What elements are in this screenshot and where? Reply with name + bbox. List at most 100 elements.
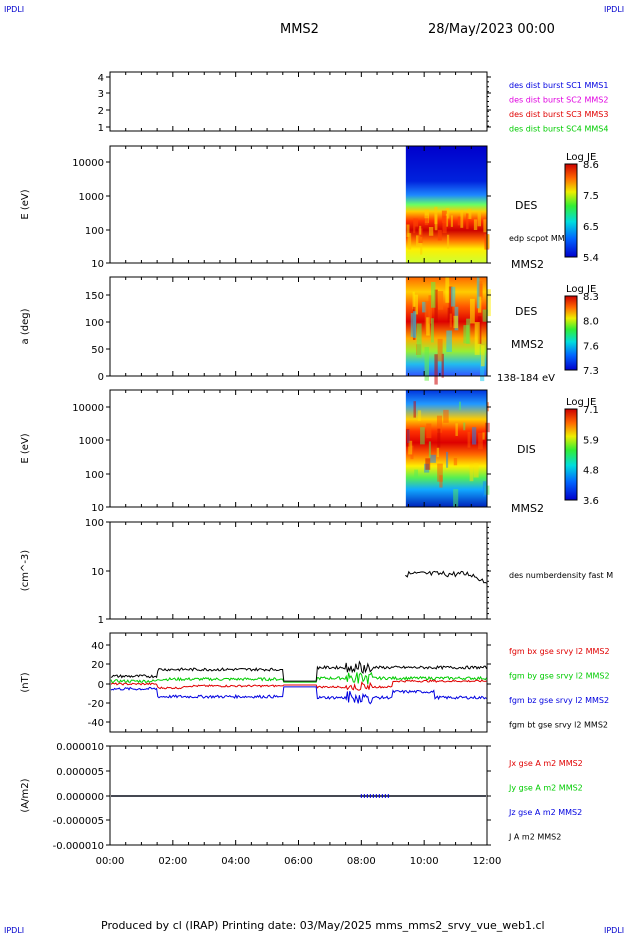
bt-line — [110, 660, 488, 682]
colorbar-title: Log JE — [566, 397, 596, 408]
spectrogram-texture — [458, 401, 461, 411]
by-line — [110, 671, 488, 685]
spectrogram-texture — [436, 447, 440, 458]
colorbar-tick-label: 4.8 — [583, 466, 599, 477]
panels.des_pitch-y-tick-label: 0 — [98, 372, 104, 383]
spectrogram-texture — [480, 345, 485, 367]
spectrogram-texture — [437, 229, 442, 241]
current-series-label: Jx gse A m2 MMS2 — [508, 759, 583, 768]
spectrogram-texture — [414, 218, 419, 227]
spectrogram-texture — [405, 428, 410, 447]
panels.bfield-y-tick-label: 20 — [91, 660, 104, 671]
dis-energy-spectrogram — [405, 390, 487, 507]
spectrogram-texture — [478, 432, 483, 450]
burst-series-label: des dist burst SC4 MMS4 — [509, 125, 608, 134]
spectrogram-texture — [453, 489, 459, 508]
spectrogram-texture — [445, 208, 450, 219]
bz-line — [110, 686, 487, 705]
panels.current-y-tick-label: -0.000010 — [53, 841, 104, 852]
panels.burst-y-tick-label: 3 — [98, 89, 104, 100]
spectrogram-texture — [478, 283, 483, 298]
spectrogram-texture — [430, 454, 436, 463]
spectrogram-texture — [414, 294, 418, 315]
spectrogram-texture — [422, 301, 427, 313]
corner-label-top-right: IPDLI — [604, 5, 625, 14]
spectrogram-texture — [466, 213, 469, 230]
panels.des_energy-y-tick-label: 1000 — [79, 192, 104, 203]
colorbar — [564, 408, 578, 501]
panels.current-y-tick-label: -0.000005 — [53, 816, 104, 827]
panels.des_energy-y-tick-label: 100 — [85, 226, 104, 237]
spectrogram-texture — [447, 307, 450, 323]
current-series-label: Jz gse A m2 MMS2 — [508, 808, 582, 817]
spectrogram-texture — [428, 227, 434, 236]
spectrogram-texture — [412, 291, 415, 310]
panels.dis_energy-y-tick-label: 100 — [85, 470, 104, 481]
burst-series-label: des dist burst SC3 MMS3 — [509, 110, 608, 119]
spacecraft-title: MMS2 — [280, 22, 319, 37]
spectrogram-texture — [437, 463, 443, 482]
spectrogram-texture — [457, 216, 461, 226]
spectrogram-texture — [482, 432, 485, 440]
date-title: 28/May/2023 00:00 — [428, 22, 555, 37]
panels.current-y-tick-label: 0.000010 — [56, 742, 104, 753]
panels.des_energy-y-tick-label: 10000 — [72, 158, 104, 169]
spectrogram-texture — [420, 427, 425, 445]
bfield-series-label: fgm bz gse srvy l2 MMS2 — [509, 696, 609, 705]
spectrogram-texture — [471, 427, 477, 445]
spectrogram-texture — [480, 355, 485, 382]
spectrogram-texture — [424, 209, 429, 219]
spectrogram-texture — [450, 215, 453, 227]
spectrogram-texture — [428, 441, 431, 458]
spectrogram-texture — [424, 347, 430, 381]
spectrogram-texture — [482, 481, 487, 497]
dis-sc-label: MMS2 — [511, 502, 544, 515]
spectrogram-texture — [413, 218, 416, 234]
spectrogram-texture — [437, 428, 441, 448]
y-axis-label: (cm^-3) — [20, 550, 31, 591]
burst-panel-frame — [109, 71, 488, 132]
y-axis-label: E (eV) — [20, 433, 31, 463]
spectrogram-texture — [453, 315, 459, 329]
spectrogram-texture — [453, 458, 458, 466]
colorbar — [564, 163, 578, 258]
y-axis-label: a (deg) — [20, 308, 31, 344]
colorbar-tick-label: 7.1 — [583, 405, 599, 416]
panels.des_pitch-y-tick-label: 100 — [85, 318, 104, 329]
spectrogram-texture — [416, 323, 422, 358]
spectrogram-texture — [430, 318, 434, 343]
dis-label: DIS — [517, 443, 536, 456]
spectrogram-texture — [486, 234, 490, 249]
corner-label-bottom-left: IPDLI — [4, 926, 25, 935]
colorbar-tick-label: 8.6 — [583, 160, 599, 171]
panels.current-y-tick-label: 0.000005 — [56, 767, 104, 778]
spectrogram-texture — [413, 401, 417, 418]
spectrogram-texture — [445, 451, 449, 468]
spectrogram-texture — [467, 431, 471, 448]
colorbar-tick-label: 6.5 — [583, 222, 599, 233]
panels.bfield-y-tick-label: 0 — [98, 680, 104, 691]
spectrogram-texture — [413, 311, 417, 338]
spectrogram-texture — [426, 423, 432, 439]
spectrogram-texture — [419, 225, 422, 235]
spectrogram-texture — [469, 298, 475, 324]
colorbar-title: Log JE — [566, 284, 596, 295]
bfield-series-label: fgm bx gse srvy l2 MMS2 — [509, 647, 610, 656]
spectrogram-texture — [445, 213, 449, 227]
des-pitch-label: DES — [515, 305, 537, 318]
spectrogram-texture — [466, 318, 471, 344]
spectrogram-texture — [428, 295, 432, 324]
spectrogram-texture — [474, 322, 480, 355]
corner-label-top-left: IPDLI — [4, 5, 25, 14]
spectrogram-texture — [414, 469, 419, 477]
density-series-label: des numberdensity fast M — [509, 571, 613, 580]
spectrogram-texture — [430, 281, 436, 308]
spectrogram-texture — [473, 219, 478, 231]
current-series-label: J A m2 MMS2 — [508, 833, 561, 842]
y-axis-label: (A/m2) — [20, 778, 31, 812]
spectrogram-texture — [477, 296, 482, 313]
colorbar-tick-label: 7.6 — [583, 341, 599, 352]
bfield-series-label: fgm by gse srvy l2 MMS2 — [509, 672, 610, 681]
spectrogram-texture — [420, 236, 423, 255]
panels.bfield-y-tick-label: -40 — [88, 718, 104, 729]
